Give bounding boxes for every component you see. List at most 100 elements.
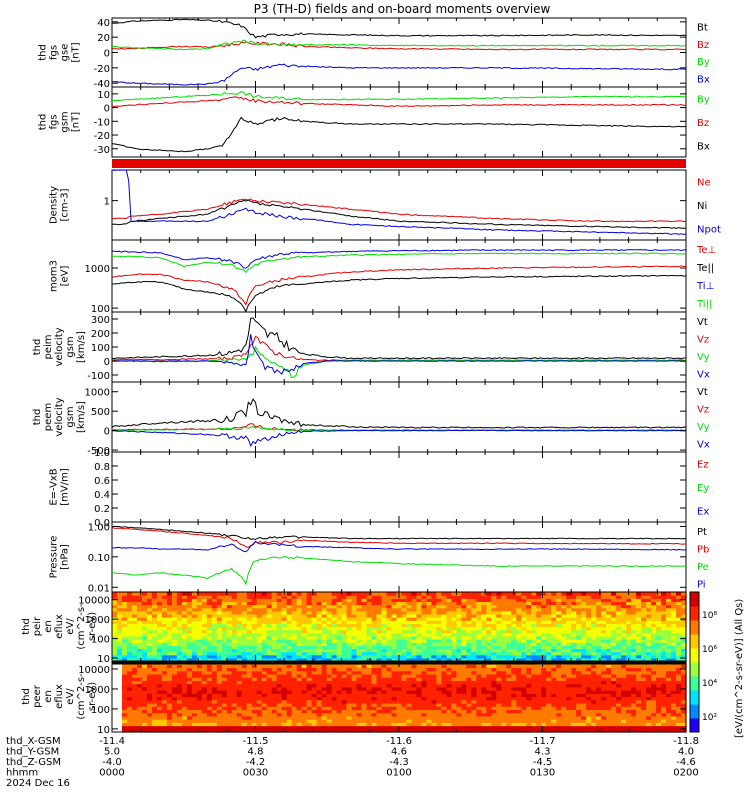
spectrogram-cell <box>421 670 428 675</box>
y-tick-label: 1000 <box>85 388 110 399</box>
spectrogram-cell <box>306 604 313 609</box>
spectrogram-cell <box>176 696 183 701</box>
spectrogram-cell <box>266 595 273 599</box>
spectrogram-cell <box>401 654 408 659</box>
spectrogram-cell <box>156 651 163 656</box>
spectrogram-cell <box>151 664 158 669</box>
spectrogram-cell <box>441 664 448 669</box>
legend-label: Ni <box>697 201 707 212</box>
spectrogram-cell <box>661 645 667 650</box>
spectrogram-cell <box>116 610 123 615</box>
spectrogram-cell <box>186 696 193 701</box>
spectrogram-cell <box>581 598 587 603</box>
spectrogram-cell <box>231 715 238 720</box>
spectrogram-cell <box>501 667 507 672</box>
spectrogram-cell <box>601 629 607 634</box>
spectrogram-cell <box>371 642 378 646</box>
spectrogram-cell <box>331 592 338 596</box>
spectrogram-cell <box>416 639 423 643</box>
spectrogram-cell <box>286 592 293 596</box>
spectrogram-cell <box>516 601 522 606</box>
spectrogram-cell <box>301 610 308 615</box>
spectrogram-cell <box>386 699 393 704</box>
spectrogram-cell <box>531 639 537 643</box>
spectrogram-cell <box>136 626 143 631</box>
spectrogram-cell <box>486 677 492 681</box>
spectrogram-cell <box>401 595 408 599</box>
spectrogram-cell <box>286 645 293 650</box>
spectrogram-cell <box>516 620 522 624</box>
spectrogram-cell <box>656 657 662 662</box>
spectrogram-cell <box>536 725 542 730</box>
spectrogram-cell <box>401 686 408 691</box>
spectrogram-cell <box>216 680 223 685</box>
spectrogram-cell <box>531 617 537 621</box>
spectrogram-cell <box>261 699 268 704</box>
spectrogram-cell <box>126 598 133 603</box>
spectrogram-cell <box>121 623 128 628</box>
spectrogram-cell <box>246 601 253 606</box>
spectrogram-cell <box>166 690 173 694</box>
spectrogram-cell <box>211 648 218 653</box>
spectrogram-cell <box>166 680 173 685</box>
spectrogram-cell <box>176 657 183 662</box>
spectrogram-cell <box>151 598 158 603</box>
spectrogram-cell <box>351 667 358 672</box>
spectrogram-cell <box>121 604 128 609</box>
spectrogram-cell <box>526 642 532 646</box>
spectrogram-cell <box>291 683 298 688</box>
spectrogram-cell <box>366 657 373 662</box>
spectrogram-cell <box>531 725 537 730</box>
spectrogram-cell <box>391 715 398 720</box>
spectrogram-cell <box>611 592 617 596</box>
spectrogram-cell <box>336 677 343 681</box>
spectrogram-cell <box>371 610 378 615</box>
spectrogram-cell <box>341 601 348 606</box>
spectrogram-cell <box>216 617 223 621</box>
spectrogram-cell <box>571 613 577 618</box>
spectrogram-cell <box>156 604 163 609</box>
spectrogram-cell <box>321 604 328 609</box>
spectrogram-cell <box>586 617 592 621</box>
spectrogram-cell <box>196 725 203 730</box>
spectrogram-cell <box>236 598 243 603</box>
spectrogram-cell <box>501 635 507 640</box>
spectrogram-cell <box>266 670 273 675</box>
spectrogram-cell <box>231 617 238 621</box>
spectrogram-cell <box>371 604 378 609</box>
spectrogram-cell <box>601 598 607 603</box>
spectrogram-cell <box>271 604 278 609</box>
spectrogram-cell <box>591 592 597 596</box>
spectrogram-cell <box>191 696 198 701</box>
spectrogram-cell <box>221 632 228 637</box>
spectrogram-cell <box>541 598 547 603</box>
spectrogram-cell <box>376 677 383 681</box>
spectrogram-cell <box>311 725 318 730</box>
spectrogram-cell <box>481 686 487 691</box>
spectrogram-cell <box>366 680 373 685</box>
spectrogram-cell <box>516 719 522 723</box>
spectrogram-cell <box>141 719 148 723</box>
spectrogram-cell <box>246 686 253 691</box>
y-tick-label: 0.01 <box>88 583 110 594</box>
spectrogram-cell <box>566 604 572 609</box>
spectrogram-cell <box>171 728 178 733</box>
spectrogram-cell <box>166 706 173 711</box>
spectrogram-cell <box>536 683 542 688</box>
spectrogram-cell <box>226 645 233 650</box>
spectrogram-cell <box>531 715 537 720</box>
spectrogram-cell <box>421 667 428 672</box>
spectrogram-cell <box>121 651 128 656</box>
spectrogram-cell <box>481 722 487 727</box>
spectrogram-cell <box>491 607 497 612</box>
spectrogram-cell <box>451 610 457 615</box>
spectrogram-cell <box>126 683 133 688</box>
spectrogram-cell <box>646 595 652 599</box>
spectrogram-cell <box>196 712 203 717</box>
spectrogram-cell <box>426 709 433 714</box>
spectrogram-cell <box>521 693 527 698</box>
spectrogram-cell <box>356 712 363 717</box>
spectrogram-cell <box>441 667 448 672</box>
spectrogram-cell <box>296 686 303 691</box>
